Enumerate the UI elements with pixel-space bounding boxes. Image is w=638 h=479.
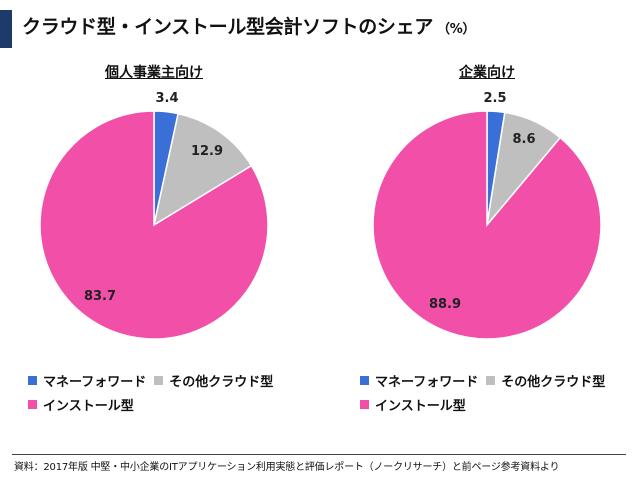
chart-title-individual: 個人事業主向け: [105, 65, 203, 81]
label-install: 88.9: [429, 297, 461, 312]
page-title: クラウド型・インストール型会計ソフトのシェア （%）: [22, 12, 475, 39]
legend-label: マネーフォワード: [43, 374, 147, 390]
label-other-cloud: 12.9: [191, 144, 223, 159]
label-other-cloud: 8.6: [512, 132, 535, 147]
slice-other-cloud: [152, 112, 253, 227]
legend-swatch: [154, 375, 164, 385]
chart-title-corporate: 企業向け: [459, 65, 515, 81]
legend-label: インストール型: [43, 398, 134, 414]
label-money-forward: 3.4: [155, 91, 178, 106]
slice-install: [372, 110, 602, 340]
legend-label: マネーフォワード: [375, 374, 479, 390]
legend-item-install: インストール型: [360, 395, 466, 414]
label-install: 83.7: [84, 289, 116, 304]
legend-label: インストール型: [375, 398, 466, 414]
legend-item-other-cloud: その他クラウド型: [154, 371, 273, 390]
title-unit: （%）: [437, 22, 476, 37]
legend-swatch: [360, 375, 369, 385]
legend-swatch: [28, 375, 37, 385]
source-note: 資料：2017年版 中堅・中小企業のITアプリケーション利用実態と評価レポート（…: [14, 462, 560, 473]
footer-divider: [12, 454, 626, 455]
legend-label: その他クラウド型: [501, 374, 606, 390]
pie-individual: 3.4 12.9 83.7: [39, 91, 269, 340]
title-accent-bar: [0, 10, 12, 48]
pie-corporate: 2.5 8.6 88.9: [372, 91, 602, 340]
slice-install: [39, 110, 269, 340]
legend-label: その他クラウド型: [169, 374, 274, 390]
legend-corporate: マネーフォワード その他クラウド型 インストール型: [360, 368, 613, 416]
legend-swatch: [28, 399, 37, 409]
legend-swatch: [360, 399, 369, 409]
legend-item-install: インストール型: [28, 395, 134, 414]
legend-individual: マネーフォワード その他クラウド型 インストール型: [28, 368, 281, 416]
label-money-forward: 2.5: [483, 91, 506, 106]
title-text: クラウド型・インストール型会計ソフトのシェア: [22, 16, 434, 38]
legend-item-money-forward: マネーフォワード: [360, 371, 478, 390]
legend-swatch: [486, 375, 496, 385]
legend-item-other-cloud: その他クラウド型: [486, 371, 605, 390]
legend-item-money-forward: マネーフォワード: [28, 371, 146, 390]
